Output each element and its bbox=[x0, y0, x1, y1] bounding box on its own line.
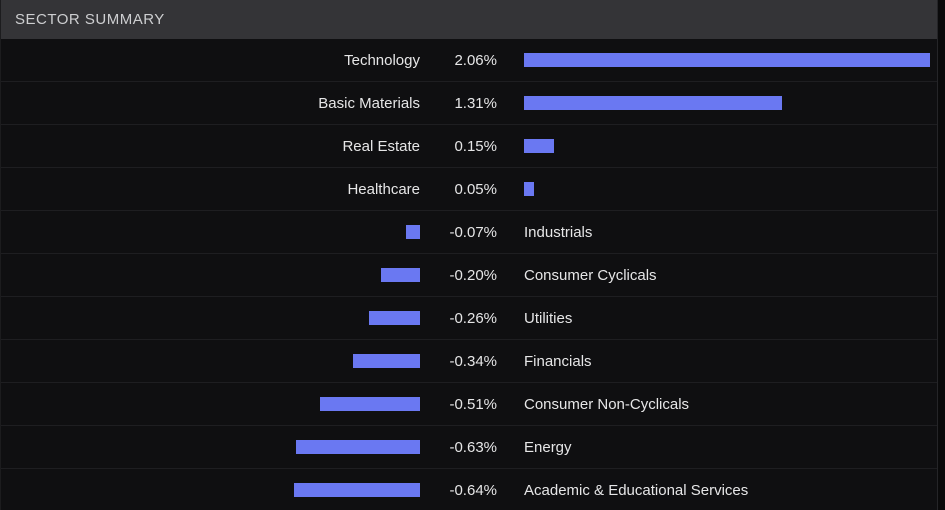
sector-change-value: 2.06% bbox=[454, 51, 497, 69]
negative-bar bbox=[294, 483, 420, 497]
row-percent-cell: -0.20% bbox=[420, 267, 524, 284]
row-percent-cell: -0.64% bbox=[420, 482, 524, 499]
sector-change-value: 0.15% bbox=[454, 137, 497, 155]
sector-change-value: -0.64% bbox=[449, 481, 497, 499]
sector-label: Consumer Non-Cyclicals bbox=[524, 395, 690, 413]
row-left-cell bbox=[1, 311, 420, 325]
row-right-cell: Utilities bbox=[524, 310, 937, 327]
sector-row[interactable]: Healthcare 0.05% bbox=[1, 168, 937, 211]
panel-header: SECTOR SUMMARY bbox=[1, 0, 937, 39]
sector-label: Industrials bbox=[524, 223, 593, 241]
row-right-cell bbox=[524, 53, 937, 67]
negative-bar bbox=[381, 268, 420, 282]
sector-change-value: -0.34% bbox=[449, 352, 497, 370]
row-percent-cell: 0.15% bbox=[420, 138, 524, 155]
positive-bar bbox=[524, 139, 554, 153]
sector-row[interactable]: -0.64% Academic & Educational Services bbox=[1, 469, 937, 510]
row-left-cell: Real Estate bbox=[1, 138, 420, 155]
negative-bar bbox=[353, 354, 420, 368]
row-left-cell: Basic Materials bbox=[1, 95, 420, 112]
row-right-cell: Industrials bbox=[524, 224, 937, 241]
row-right-cell: Consumer Cyclicals bbox=[524, 267, 937, 284]
sector-change-value: -0.63% bbox=[449, 438, 497, 456]
row-left-cell bbox=[1, 225, 420, 239]
panel-title: SECTOR SUMMARY bbox=[15, 11, 165, 28]
sector-change-value: 0.05% bbox=[454, 180, 497, 198]
sector-label: Utilities bbox=[524, 309, 573, 327]
sector-label: Energy bbox=[524, 438, 572, 456]
row-percent-cell: -0.63% bbox=[420, 439, 524, 456]
negative-bar bbox=[369, 311, 420, 325]
sector-rows: Technology 2.06% Basic Materials 1.31% Real … bbox=[1, 39, 937, 510]
sector-row[interactable]: -0.34% Financials bbox=[1, 340, 937, 383]
row-percent-cell: -0.07% bbox=[420, 224, 524, 241]
row-left-cell bbox=[1, 354, 420, 368]
row-right-cell bbox=[524, 182, 937, 196]
row-left-cell bbox=[1, 440, 420, 454]
negative-bar bbox=[406, 225, 420, 239]
positive-bar bbox=[524, 53, 930, 67]
sector-label: Healthcare bbox=[347, 180, 420, 198]
sector-label: Real Estate bbox=[342, 137, 420, 155]
row-right-cell: Consumer Non-Cyclicals bbox=[524, 396, 937, 413]
row-right-cell: Energy bbox=[524, 439, 937, 456]
row-percent-cell: 0.05% bbox=[420, 181, 524, 198]
row-left-cell bbox=[1, 397, 420, 411]
sector-row[interactable]: -0.51% Consumer Non-Cyclicals bbox=[1, 383, 937, 426]
sector-change-value: 1.31% bbox=[454, 94, 497, 112]
sector-change-value: -0.20% bbox=[449, 266, 497, 284]
sector-row[interactable]: -0.07% Industrials bbox=[1, 211, 937, 254]
sector-row[interactable]: Real Estate 0.15% bbox=[1, 125, 937, 168]
row-percent-cell: 1.31% bbox=[420, 95, 524, 112]
sector-label: Consumer Cyclicals bbox=[524, 266, 657, 284]
row-left-cell bbox=[1, 483, 420, 497]
row-left-cell: Healthcare bbox=[1, 181, 420, 198]
row-left-cell: Technology bbox=[1, 52, 420, 69]
positive-bar bbox=[524, 96, 782, 110]
sector-label: Technology bbox=[344, 51, 420, 69]
sector-label: Academic & Educational Services bbox=[524, 481, 749, 499]
sector-change-value: -0.07% bbox=[449, 223, 497, 241]
row-right-cell: Financials bbox=[524, 353, 937, 370]
row-right-cell: Academic & Educational Services bbox=[524, 482, 937, 499]
sector-row[interactable]: -0.26% Utilities bbox=[1, 297, 937, 340]
sector-change-value: -0.51% bbox=[449, 395, 497, 413]
sector-label: Financials bbox=[524, 352, 592, 370]
sector-row[interactable]: Basic Materials 1.31% bbox=[1, 82, 937, 125]
sector-row[interactable]: -0.20% Consumer Cyclicals bbox=[1, 254, 937, 297]
row-left-cell bbox=[1, 268, 420, 282]
positive-bar bbox=[524, 182, 534, 196]
sector-label: Basic Materials bbox=[318, 94, 420, 112]
row-right-cell bbox=[524, 139, 937, 153]
row-percent-cell: -0.34% bbox=[420, 353, 524, 370]
row-percent-cell: -0.51% bbox=[420, 396, 524, 413]
row-percent-cell: -0.26% bbox=[420, 310, 524, 327]
negative-bar bbox=[296, 440, 420, 454]
sector-row[interactable]: Technology 2.06% bbox=[1, 39, 937, 82]
row-percent-cell: 2.06% bbox=[420, 52, 524, 69]
negative-bar bbox=[320, 397, 420, 411]
sector-row[interactable]: -0.63% Energy bbox=[1, 426, 937, 469]
row-right-cell bbox=[524, 96, 937, 110]
sector-change-value: -0.26% bbox=[449, 309, 497, 327]
